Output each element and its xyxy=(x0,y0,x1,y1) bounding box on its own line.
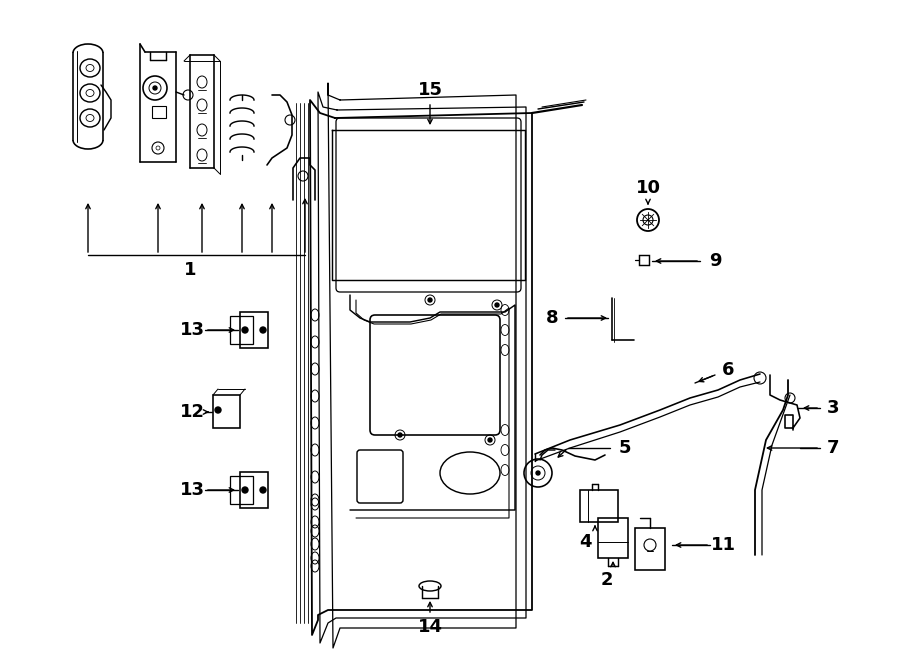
Bar xyxy=(230,316,253,344)
Circle shape xyxy=(242,327,248,333)
Text: 1: 1 xyxy=(184,261,196,279)
Text: 14: 14 xyxy=(418,618,443,636)
Bar xyxy=(635,528,665,570)
Circle shape xyxy=(153,86,157,90)
Bar xyxy=(240,312,268,348)
Circle shape xyxy=(398,433,402,437)
Text: 15: 15 xyxy=(418,81,443,99)
Text: 12: 12 xyxy=(179,403,204,421)
Circle shape xyxy=(260,487,266,493)
Circle shape xyxy=(488,438,492,442)
Bar xyxy=(240,472,268,508)
Bar xyxy=(639,255,649,265)
Text: 4: 4 xyxy=(579,533,591,551)
Circle shape xyxy=(495,303,499,307)
Bar xyxy=(213,395,240,428)
Bar xyxy=(580,490,618,522)
Circle shape xyxy=(428,298,432,302)
Text: 11: 11 xyxy=(710,536,735,554)
Text: 8: 8 xyxy=(545,309,558,327)
Bar xyxy=(598,518,628,558)
Circle shape xyxy=(536,471,540,475)
Circle shape xyxy=(260,327,266,333)
Text: 10: 10 xyxy=(635,179,661,197)
Text: 3: 3 xyxy=(827,399,839,417)
Bar xyxy=(230,476,253,504)
Text: 5: 5 xyxy=(619,439,631,457)
Circle shape xyxy=(242,487,248,493)
Bar xyxy=(152,106,166,118)
Text: 13: 13 xyxy=(179,321,204,339)
Text: 13: 13 xyxy=(179,481,204,499)
Text: 7: 7 xyxy=(827,439,839,457)
Text: 9: 9 xyxy=(709,252,721,270)
Circle shape xyxy=(215,407,221,413)
Text: 2: 2 xyxy=(601,571,613,589)
Text: 6: 6 xyxy=(722,361,734,379)
